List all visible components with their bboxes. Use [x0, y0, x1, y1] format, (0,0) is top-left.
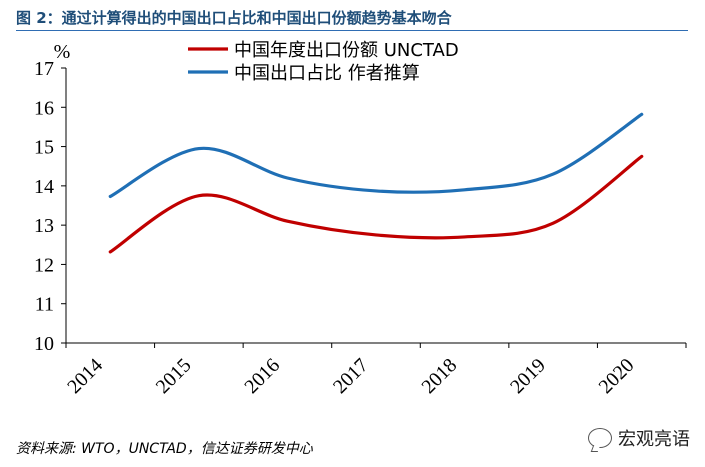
x-tick-label: 2015 — [152, 354, 196, 398]
series-layer — [108, 112, 644, 254]
axes: 10 11 12 13 14 15 16 17 2014 2015 2016 2017 2018 2019… — [34, 58, 687, 398]
source-note: 资料来源: WTO，UNCTAD，信达证券研发中心 — [16, 441, 313, 457]
x-tick-label: 2018 — [418, 354, 462, 398]
x-tick-label: 2020 — [595, 354, 639, 398]
y-tick-label: 17 — [34, 58, 54, 80]
y-tick-label: 16 — [34, 97, 54, 119]
y-tick-label: 15 — [34, 137, 54, 159]
y-tick-label: 10 — [34, 333, 54, 355]
title-rule — [16, 30, 688, 31]
x-tick-label: 2014 — [63, 354, 107, 398]
y-tick-label: 14 — [34, 176, 54, 198]
series-line-1 — [108, 154, 644, 254]
x-tick-label: 2016 — [240, 354, 284, 398]
watermark-text: 宏观亮语 — [618, 429, 690, 450]
y-tick-label: 13 — [34, 215, 54, 237]
y-tick-label: 11 — [35, 294, 54, 316]
x-tick-label: 2017 — [329, 354, 373, 398]
x-tick-label: 2019 — [506, 354, 550, 398]
legend-label-2: 中国出口占比 作者推算 — [234, 63, 420, 84]
figure-title: 图 2：通过计算得出的中国出口占比和中国出口份额趋势基本吻合 — [16, 9, 452, 27]
y-tick-label: 12 — [34, 254, 54, 276]
watermark: 宏观亮语 — [588, 425, 690, 451]
chat-bubble-icon — [588, 428, 612, 448]
series-line-2 — [108, 112, 644, 199]
y-unit-label: % — [54, 41, 71, 63]
legend-label-1: 中国年度出口份额 UNCTAD — [234, 40, 459, 61]
